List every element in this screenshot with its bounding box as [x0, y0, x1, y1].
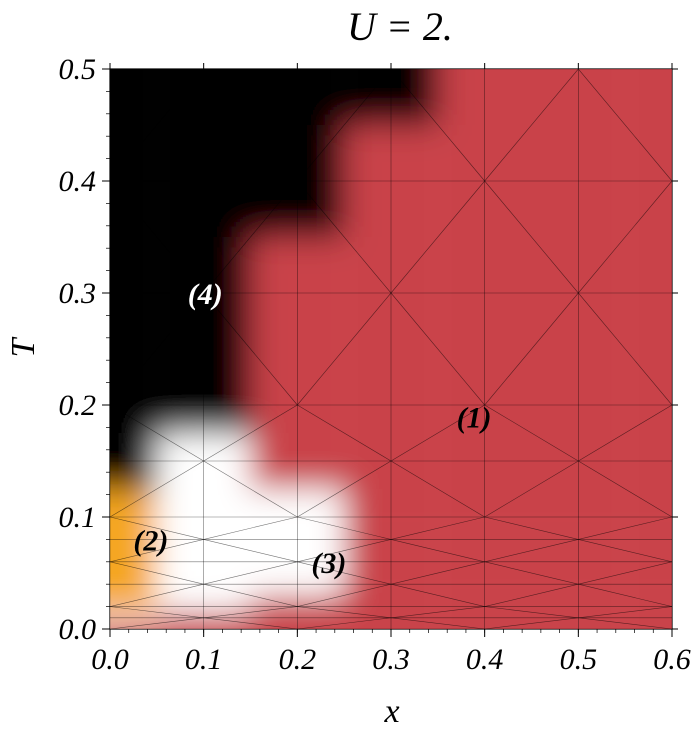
- y-tick-label: 0.4: [59, 165, 97, 198]
- mesh-line: [578, 539, 672, 563]
- mesh-line: [203, 180, 298, 294]
- mesh-line: [203, 460, 298, 518]
- mesh-line: [110, 583, 204, 607]
- mesh-line: [203, 292, 298, 406]
- phase-cell-1: [625, 489, 672, 529]
- x-tick-label: 0.1: [185, 643, 223, 676]
- mesh-line: [110, 617, 204, 629]
- x-axis-ticks: 0.0 0.1 0.2 0.3 0.4 0.5 0.6: [91, 63, 691, 676]
- phase-cell-1: [625, 69, 672, 125]
- mesh-line: [203, 617, 298, 629]
- mesh-line: [484, 180, 579, 294]
- mesh-line: [390, 606, 485, 619]
- mesh-line: [297, 606, 392, 619]
- mesh-line: [297, 292, 392, 406]
- x-tick-label: 0.0: [91, 643, 129, 676]
- mesh-line: [203, 583, 298, 607]
- y-tick-label: 0.1: [59, 501, 97, 534]
- mesh-line: [390, 539, 485, 563]
- mesh-line: [203, 69, 298, 182]
- x-tick-label: 0.5: [560, 643, 598, 676]
- mesh-line: [203, 516, 298, 540]
- mesh-line: [203, 539, 298, 563]
- phase-cell-2: [110, 489, 157, 529]
- mesh-line: [578, 606, 672, 619]
- mesh-line: [578, 561, 672, 585]
- y-tick-label: 0.2: [59, 389, 97, 422]
- y-tick-label: 0.3: [59, 277, 97, 310]
- mesh-line: [484, 69, 579, 182]
- x-tick-label: 0.4: [466, 643, 504, 676]
- mesh-line: [578, 583, 672, 607]
- x-tick-label: 0.3: [372, 643, 410, 676]
- mesh-line: [390, 404, 485, 462]
- phase-cell-1: [625, 349, 672, 433]
- x-axis-label: x: [383, 693, 399, 730]
- mesh-line: [110, 539, 204, 563]
- region-label-2: (2): [133, 525, 168, 558]
- region-labels: (1) (2) (3) (4): [133, 278, 491, 580]
- mesh-line: [297, 539, 392, 563]
- mesh-line: [484, 516, 579, 540]
- y-axis-ticks: 0.0 0.1 0.2 0.3 0.4 0.5: [59, 53, 678, 646]
- mesh-line: [390, 292, 485, 406]
- chart-title: U = 2.: [347, 4, 453, 49]
- mesh-line: [203, 606, 298, 619]
- mesh-lines: [110, 69, 672, 629]
- mesh-line: [390, 180, 485, 294]
- x-tick-label: 0.2: [279, 643, 317, 676]
- mesh-line: [110, 460, 204, 518]
- mesh-line: [297, 617, 392, 629]
- mesh-line: [297, 583, 392, 607]
- mesh-line: [390, 561, 485, 585]
- region-label-3: (3): [311, 547, 346, 580]
- mesh-line: [110, 180, 204, 294]
- phase-cell-4: [110, 69, 157, 125]
- region-label-4: (4): [188, 278, 223, 311]
- mesh-line: [110, 561, 204, 585]
- mesh-line: [484, 617, 579, 629]
- mesh-line: [297, 561, 392, 585]
- mesh-line: [297, 460, 392, 518]
- mesh-line: [484, 606, 579, 619]
- mesh-line: [297, 180, 392, 294]
- mesh-line: [484, 460, 579, 518]
- mesh-line: [390, 583, 485, 607]
- mesh-line: [484, 404, 579, 462]
- mesh-line: [297, 69, 392, 182]
- mesh-line: [578, 69, 672, 182]
- mesh-line: [390, 516, 485, 540]
- mesh-line: [578, 180, 672, 294]
- region-label-1: (1): [457, 401, 492, 434]
- mesh-line: [578, 516, 672, 540]
- mesh-line: [297, 404, 392, 462]
- mesh-line: [578, 460, 672, 518]
- mesh-line: [110, 516, 204, 540]
- y-axis-label: T: [5, 336, 42, 357]
- mesh-line: [297, 516, 392, 540]
- mesh-line: [203, 561, 298, 585]
- mesh-line: [203, 404, 298, 462]
- mesh-line: [110, 69, 204, 182]
- mesh-line: [578, 617, 672, 629]
- mesh-line: [484, 583, 579, 607]
- mesh-line: [484, 561, 579, 585]
- plot-area: [110, 69, 672, 629]
- mesh-line: [578, 404, 672, 462]
- mesh-line: [390, 460, 485, 518]
- y-tick-label: 0.0: [59, 613, 97, 646]
- mesh-line: [110, 404, 204, 462]
- mesh-line: [484, 539, 579, 563]
- mesh-line: [110, 292, 204, 406]
- mesh-line: [110, 606, 204, 619]
- y-tick-label: 0.5: [59, 53, 97, 86]
- mesh-line: [390, 617, 485, 629]
- mesh-line: [484, 292, 579, 406]
- mesh-line: [390, 69, 485, 182]
- mesh-line: [578, 292, 672, 406]
- x-tick-label: 0.6: [653, 643, 691, 676]
